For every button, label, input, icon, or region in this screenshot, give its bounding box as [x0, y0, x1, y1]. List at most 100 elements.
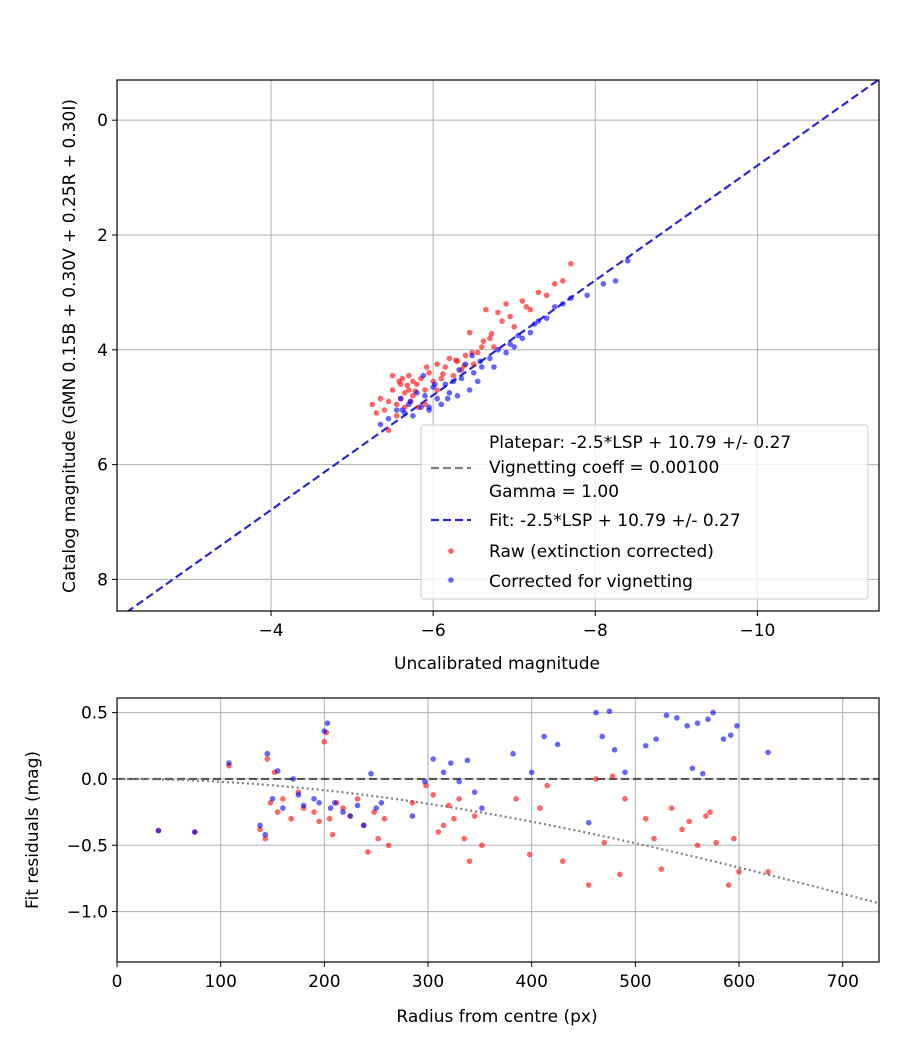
bottom-corrected-point — [765, 749, 771, 756]
bottom-raw-point — [257, 826, 263, 833]
top-raw-point — [527, 306, 534, 313]
top-y-axis-label: Catalog magnitude (GMN 0.15B + 0.30V + 0… — [60, 99, 80, 593]
legend-platepar-line2: Vignetting coeff = 0.00100 — [489, 458, 719, 478]
bottom-corrected-point — [734, 723, 740, 729]
bottom-corrected-point — [720, 736, 727, 742]
bottom-y-tick-label: −0.5 — [67, 836, 108, 856]
bottom-x-tick-label: 600 — [723, 972, 755, 992]
bottom-corrected-point — [684, 723, 691, 729]
top-y-tick-label: 6 — [97, 456, 108, 476]
bottom-corrected-point — [368, 770, 374, 777]
top-corrected-point — [624, 258, 631, 264]
bottom-corrected-point — [409, 813, 416, 819]
top-corrected-point — [431, 381, 438, 388]
bottom-x-tick-label: 300 — [412, 972, 444, 992]
bottom-points — [155, 708, 771, 888]
bottom-corrected-point — [611, 746, 618, 753]
bottom-corrected-point — [378, 800, 385, 806]
bottom-raw-point — [461, 835, 468, 842]
bottom-chart: 0 100 200 300 400 500 600 700 0.5 0.0 −0.5 −1.0 Ra… — [23, 697, 880, 1027]
top-raw-point — [462, 352, 469, 359]
top-y-tick-label: 8 — [97, 570, 108, 590]
bottom-y-ticks: 0.5 0.0 −0.5 −1.0 — [67, 704, 117, 923]
bottom-raw-point — [679, 826, 685, 833]
bottom-raw-point — [526, 851, 533, 858]
top-corrected-point — [531, 321, 538, 327]
bottom-x-tick-label: 400 — [515, 972, 547, 992]
top-corrected-point — [568, 295, 574, 301]
top-raw-point — [385, 427, 392, 433]
top-corrected-point — [393, 407, 400, 413]
top-raw-point — [519, 298, 526, 304]
top-raw-point — [393, 401, 400, 408]
top-corrected-point — [414, 390, 420, 396]
top-axes-frame — [116, 79, 880, 612]
top-x-tick-label: −6 — [421, 621, 446, 641]
top-raw-point — [551, 280, 558, 287]
bottom-x-ticks: 0 100 200 300 400 500 600 700 — [112, 962, 859, 992]
top-corrected-point — [600, 280, 607, 287]
top-raw-point — [442, 364, 449, 370]
top-x-tick-label: −10 — [739, 621, 775, 641]
top-raw-point — [560, 278, 566, 284]
bottom-raw-point — [537, 805, 543, 811]
top-corrected-point — [426, 404, 432, 411]
bottom-corrected-point — [663, 712, 670, 719]
bottom-raw-point — [622, 796, 628, 802]
top-raw-point — [466, 329, 473, 336]
top-corrected-point — [456, 367, 462, 373]
bottom-corrected-point — [280, 805, 286, 811]
bottom-x-tick-label: 0 — [112, 972, 123, 992]
legend-raw-label: Raw (extinction corrected) — [489, 542, 714, 562]
top-raw-point — [488, 330, 495, 337]
top-corrected-point — [560, 301, 566, 307]
bottom-corrected-point — [622, 769, 628, 776]
top-raw-point — [406, 387, 412, 393]
bottom-corrected-point — [316, 800, 322, 806]
top-raw-point — [422, 401, 428, 408]
bottom-raw-point — [466, 858, 473, 864]
top-corrected-point — [487, 355, 493, 362]
bottom-raw-point — [601, 839, 608, 846]
bottom-raw-point — [713, 839, 720, 846]
bottom-corrected-point — [510, 750, 516, 757]
bottom-raw-point — [409, 800, 416, 806]
bottom-x-tick-label: 700 — [826, 972, 858, 992]
top-y-tick-label: 4 — [97, 341, 108, 361]
top-grid — [117, 80, 879, 611]
bottom-raw-point — [609, 773, 616, 780]
bottom-raw-point — [288, 815, 294, 822]
bottom-corrected-point — [321, 728, 328, 734]
top-raw-point — [381, 407, 388, 413]
bottom-corrected-point — [327, 805, 334, 811]
bottom-corrected-point — [274, 768, 281, 774]
top-corrected-point — [466, 387, 473, 393]
top-corrected-point — [410, 413, 416, 419]
bottom-corrected-point — [653, 736, 659, 742]
top-raw-point — [396, 378, 402, 385]
bottom-raw-point — [435, 829, 442, 835]
bottom-raw-point — [694, 842, 701, 849]
top-corrected-point — [397, 395, 404, 402]
top-raw-point — [523, 303, 530, 310]
top-x-tick-label: −8 — [583, 621, 608, 641]
bottom-raw-point — [668, 805, 675, 811]
top-corrected-point — [551, 303, 558, 310]
bottom-corrected-point — [705, 716, 711, 723]
bottom-corrected-point — [606, 708, 613, 715]
bottom-raw-point — [544, 782, 551, 789]
bottom-raw-point — [381, 815, 388, 822]
bottom-corrected-point — [642, 742, 649, 749]
top-corrected-point — [438, 401, 445, 408]
bottom-corrected-point — [528, 769, 535, 776]
bottom-corrected-point — [290, 776, 297, 782]
legend-platepar-line3: Gamma = 1.00 — [489, 482, 619, 502]
bottom-y-tick-label: 0.5 — [81, 704, 108, 724]
bottom-corrected-point — [554, 741, 561, 748]
top-corrected-point — [446, 390, 453, 396]
top-corrected-point — [478, 364, 485, 370]
bottom-corrected-point — [471, 789, 478, 795]
top-raw-point — [568, 260, 574, 267]
legend-raw-marker — [448, 548, 454, 554]
